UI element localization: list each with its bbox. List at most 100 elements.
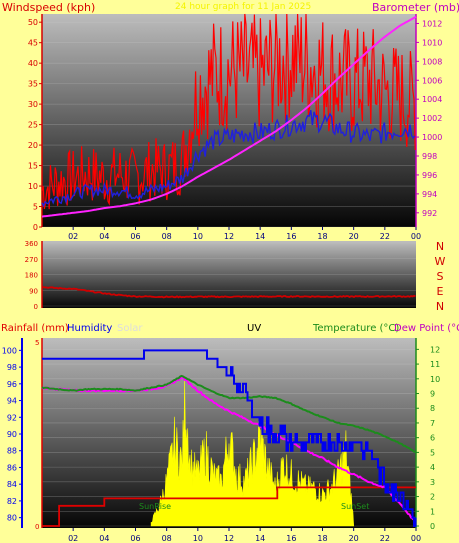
chart-title: 24 hour graph for 11 Jan 2025 bbox=[175, 2, 311, 12]
temp-y-tick: 10 bbox=[430, 375, 440, 384]
compass-label: W bbox=[435, 255, 446, 268]
wind-y-tick: 25 bbox=[28, 121, 38, 130]
climate-x-tick: 10 bbox=[193, 534, 203, 543]
compass-label: E bbox=[437, 285, 444, 298]
baro-y-tick: 998 bbox=[422, 152, 437, 161]
wind-y-tick: 20 bbox=[28, 141, 38, 150]
climate-x-tick: 06 bbox=[130, 534, 140, 543]
temp-y-tick: 7 bbox=[430, 419, 435, 428]
temperature-axis-label: Temperature (°C) bbox=[312, 323, 399, 334]
wind-x-tick: 18 bbox=[317, 232, 327, 241]
wind-y-tick: 40 bbox=[28, 59, 38, 68]
wind-y-tick: 35 bbox=[28, 80, 38, 89]
temp-y-tick: 5 bbox=[430, 448, 435, 457]
wind-y-tick: 45 bbox=[28, 39, 38, 48]
baro-y-tick: 1006 bbox=[422, 76, 442, 85]
wind-series bbox=[41, 13, 417, 218]
direction-grid bbox=[41, 241, 416, 308]
sunset-label: SunSet bbox=[341, 502, 369, 511]
baro-y-tick: 994 bbox=[422, 190, 437, 199]
compass-label: N bbox=[436, 240, 444, 253]
wind-axis-label: Windspeed (kph) bbox=[2, 1, 95, 14]
wind-x-ticks: 02 04 06 08 10 12 14 16 18 20 22 00 bbox=[68, 227, 421, 241]
baro-y-tick: 1010 bbox=[422, 38, 442, 47]
direction-series bbox=[41, 286, 416, 299]
climate-x-tick: 00 bbox=[411, 534, 421, 543]
wind-y-tick: 50 bbox=[28, 18, 38, 27]
wind-y-tick: 30 bbox=[28, 100, 38, 109]
rain-y-tick: 0 bbox=[35, 523, 39, 531]
wind-x-tick: 20 bbox=[349, 232, 359, 241]
humidity-y-tick: 82 bbox=[7, 497, 17, 506]
wind-y-ticks: 0 5 10 15 20 25 30 35 40 45 50 bbox=[28, 18, 42, 232]
dewpoint-axis-label: Dew Point (°C) bbox=[394, 323, 459, 334]
baro-axis-label: Barometer (mb) bbox=[372, 1, 459, 14]
climate-x-tick: 16 bbox=[286, 534, 296, 543]
direction-y-ticks: 360 270 180 90 0 bbox=[25, 240, 38, 311]
wind-x-tick: 14 bbox=[255, 232, 265, 241]
climate-x-tick: 04 bbox=[99, 534, 109, 543]
uv-axis-label: UV bbox=[247, 323, 261, 334]
temp-y-tick: 9 bbox=[430, 390, 435, 399]
direction-y-tick: 360 bbox=[25, 240, 38, 248]
baro-y-tick: 1000 bbox=[422, 133, 442, 142]
climate-x-ticks: 02 04 06 08 10 12 14 16 18 20 22 00 bbox=[68, 528, 421, 543]
baro-y-tick: 1008 bbox=[422, 57, 442, 66]
baro-y-tick: 1004 bbox=[422, 95, 442, 104]
temp-y-tick: 1 bbox=[430, 507, 435, 516]
temp-y-tick: 8 bbox=[430, 404, 435, 413]
baro-y-tick: 992 bbox=[422, 209, 437, 218]
humidity-y-tick: 88 bbox=[7, 447, 17, 456]
humidity-y-tick: 92 bbox=[7, 413, 17, 422]
wind-x-tick: 04 bbox=[99, 232, 109, 241]
climate-x-tick: 18 bbox=[317, 534, 327, 543]
temperature-series bbox=[41, 374, 416, 453]
wind-y-tick: 10 bbox=[28, 182, 38, 191]
humidity-y-ticks: 80 82 84 86 88 90 92 94 96 98 100 bbox=[2, 338, 23, 528]
baro-y-tick: 1012 bbox=[422, 19, 442, 28]
climate-series bbox=[41, 349, 417, 527]
wind-y-tick: 0 bbox=[33, 223, 38, 232]
direction-series bbox=[41, 286, 416, 299]
wind-y-tick: 5 bbox=[33, 203, 38, 212]
baro-y-tick: 1002 bbox=[422, 114, 442, 123]
temp-y-tick: 11 bbox=[430, 360, 440, 369]
climate-x-tick: 02 bbox=[68, 534, 78, 543]
temp-y-tick: 4 bbox=[430, 463, 435, 472]
direction-y-tick: 0 bbox=[34, 303, 38, 311]
temp-y-tick: 0 bbox=[430, 522, 435, 531]
gust-series bbox=[41, 13, 416, 210]
climate-x-tick: 12 bbox=[224, 534, 234, 543]
climate-x-tick: 22 bbox=[380, 534, 390, 543]
baro-y-ticks: 992 994 996 998 1000 1002 1004 1006 1008 1010 1012 bbox=[416, 19, 442, 218]
direction-y-tick: 270 bbox=[25, 256, 38, 264]
humidity-y-tick: 90 bbox=[7, 430, 17, 439]
temp-y-tick: 6 bbox=[430, 434, 435, 443]
humidity-y-tick: 80 bbox=[7, 514, 17, 523]
humidity-y-tick: 98 bbox=[7, 363, 17, 372]
solar-axis-label: Solar bbox=[117, 323, 143, 334]
baro-y-tick: 996 bbox=[422, 171, 437, 180]
wind-x-tick: 06 bbox=[130, 232, 140, 241]
climate-x-tick: 20 bbox=[349, 534, 359, 543]
humidity-y-tick: 100 bbox=[2, 346, 17, 355]
climate-grid bbox=[41, 338, 417, 528]
temp-y-tick: 2 bbox=[430, 493, 435, 502]
rainfall-axis-label: Rainfall (mm) bbox=[1, 323, 69, 334]
wind-y-tick: 15 bbox=[28, 162, 38, 171]
wind-x-tick: 16 bbox=[286, 232, 296, 241]
humidity-y-tick: 86 bbox=[7, 463, 17, 472]
dewpoint-series bbox=[41, 376, 417, 523]
temp-y-tick: 12 bbox=[430, 345, 440, 354]
uv-area bbox=[150, 378, 355, 527]
climate-x-tick: 14 bbox=[255, 534, 265, 543]
rain-y-ticks: 05 bbox=[35, 339, 39, 531]
humidity-y-tick: 94 bbox=[7, 397, 17, 406]
wind-x-tick: 08 bbox=[162, 232, 172, 241]
humidity-y-tick: 84 bbox=[7, 480, 17, 489]
wind-x-tick: 10 bbox=[193, 232, 203, 241]
